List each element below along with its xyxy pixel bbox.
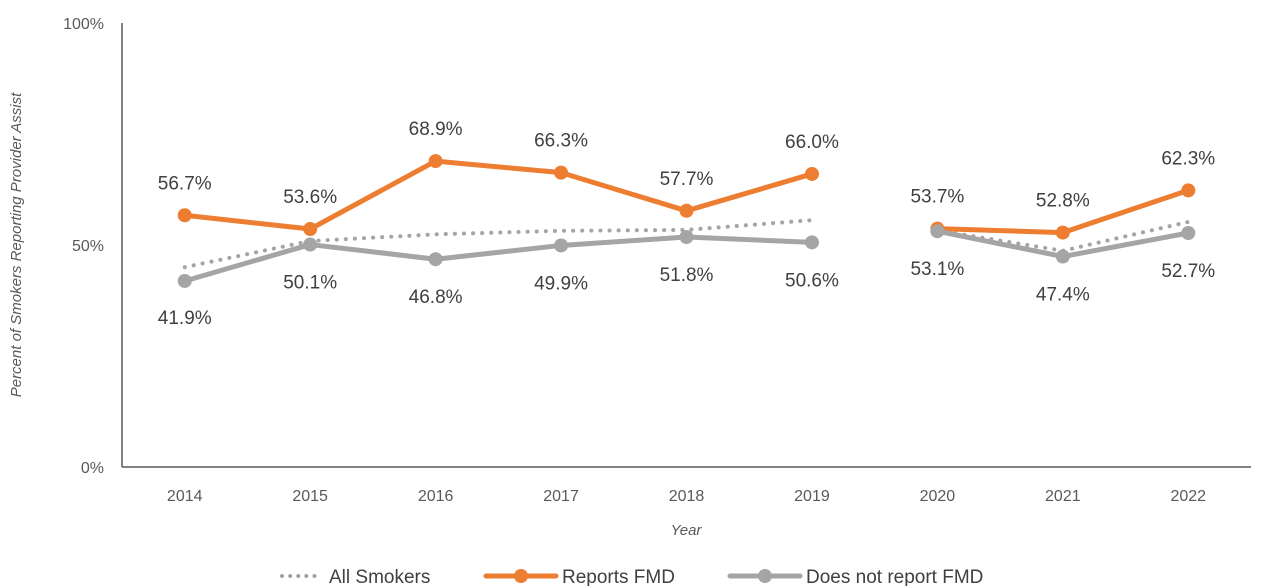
x-tick-label: 2018 [669, 488, 705, 505]
x-tick-label: 2021 [1045, 488, 1081, 505]
data-label: 57.7% [660, 169, 714, 190]
data-label: 66.0% [785, 132, 839, 153]
data-label: 50.1% [283, 273, 337, 294]
data-label: 52.8% [1036, 191, 1090, 212]
data-point [679, 230, 694, 245]
data-point [177, 208, 192, 223]
data-label: 47.4% [1036, 285, 1090, 306]
legend-label: All Smokers [329, 567, 430, 586]
data-label: 62.3% [1161, 148, 1215, 169]
y-tick-label: 0% [81, 460, 104, 477]
data-label: 51.8% [660, 265, 714, 286]
x-tick-label: 2015 [292, 488, 328, 505]
data-label: 68.9% [409, 119, 463, 140]
series-layer [177, 154, 1196, 288]
x-tick-label: 2017 [543, 488, 579, 505]
data-label: 53.7% [910, 187, 964, 208]
legend-swatch-marker [758, 569, 772, 583]
data-point [930, 224, 945, 239]
series-line-0 [182, 218, 814, 270]
legend-label: Does not report FMD [806, 567, 983, 586]
data-label: 53.6% [283, 187, 337, 208]
y-tick-label: 50% [72, 238, 104, 255]
data-point [804, 166, 819, 181]
data-point [428, 252, 443, 267]
data-labels-layer: 56.7% 53.6% 68.9% 66.3% 57.7% 66.0% 53.7% 52.8%… [158, 119, 1216, 329]
data-point [177, 273, 192, 288]
data-point [804, 235, 819, 250]
data-label: 52.7% [1161, 261, 1215, 282]
data-label: 46.8% [409, 287, 463, 308]
data-point [1055, 225, 1070, 240]
x-tick-label: 2020 [920, 488, 956, 505]
x-tick-label: 2022 [1170, 488, 1206, 505]
y-axis-title: Percent of Smokers Reporting Provider As… [8, 92, 25, 397]
data-point [428, 154, 443, 169]
data-label: 41.9% [158, 308, 212, 329]
data-label: 66.3% [534, 131, 588, 152]
legend-swatch-marker [514, 569, 528, 583]
chart-axes: 0% 50% 100% 2014 2015 2016 2017 2018 2019 2020 202… [63, 16, 1251, 505]
data-label: 50.6% [785, 270, 839, 291]
series-line-1 [182, 158, 815, 232]
data-point [554, 165, 569, 180]
data-point [1181, 183, 1196, 198]
chart-legend: All Smokers Reports FMD Does not report FM… [280, 567, 983, 586]
series-line-2 [182, 234, 815, 284]
data-point [303, 222, 318, 237]
data-label: 49.9% [534, 273, 588, 294]
y-tick-label: 100% [63, 16, 104, 33]
data-label: 56.7% [158, 173, 212, 194]
x-tick-label: 2014 [167, 488, 203, 505]
data-point [554, 238, 569, 253]
data-label: 53.1% [910, 259, 964, 280]
legend-label: Reports FMD [562, 567, 675, 586]
data-point [303, 237, 318, 252]
data-point [679, 203, 694, 218]
data-point [1055, 249, 1070, 264]
data-point [1181, 226, 1196, 241]
x-axis-title: Year [671, 522, 703, 539]
x-tick-label: 2019 [794, 488, 830, 505]
x-tick-label: 2016 [418, 488, 454, 505]
